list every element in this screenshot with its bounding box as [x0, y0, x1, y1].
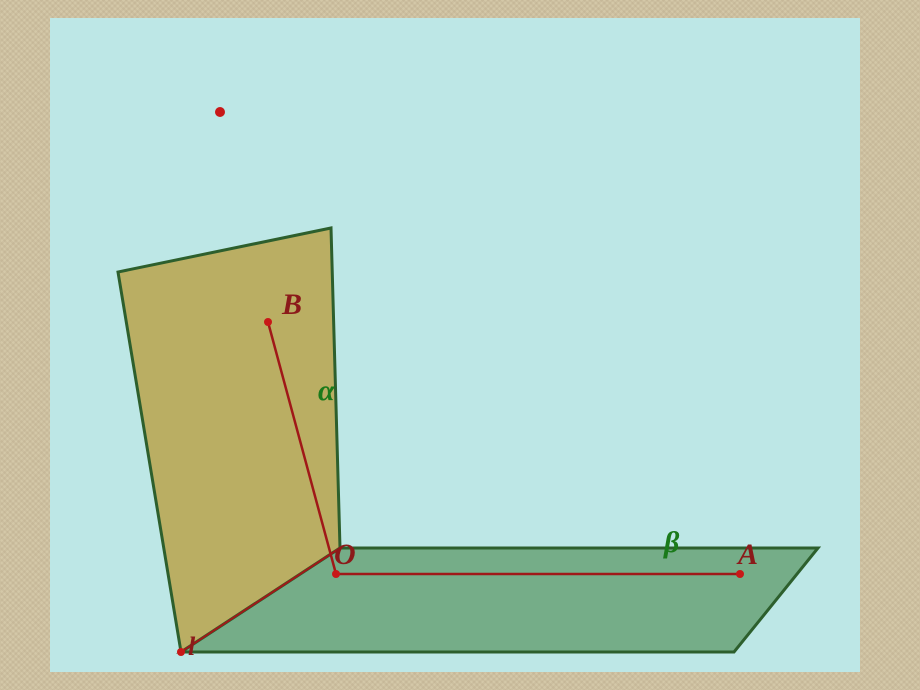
point-B	[264, 318, 272, 326]
point-A	[736, 570, 744, 578]
point-O	[332, 570, 340, 578]
point-l-corner	[177, 648, 185, 656]
point-free	[215, 107, 225, 117]
diagram-canvas: B O A α β l	[50, 18, 860, 672]
geometry-svg	[50, 18, 860, 672]
